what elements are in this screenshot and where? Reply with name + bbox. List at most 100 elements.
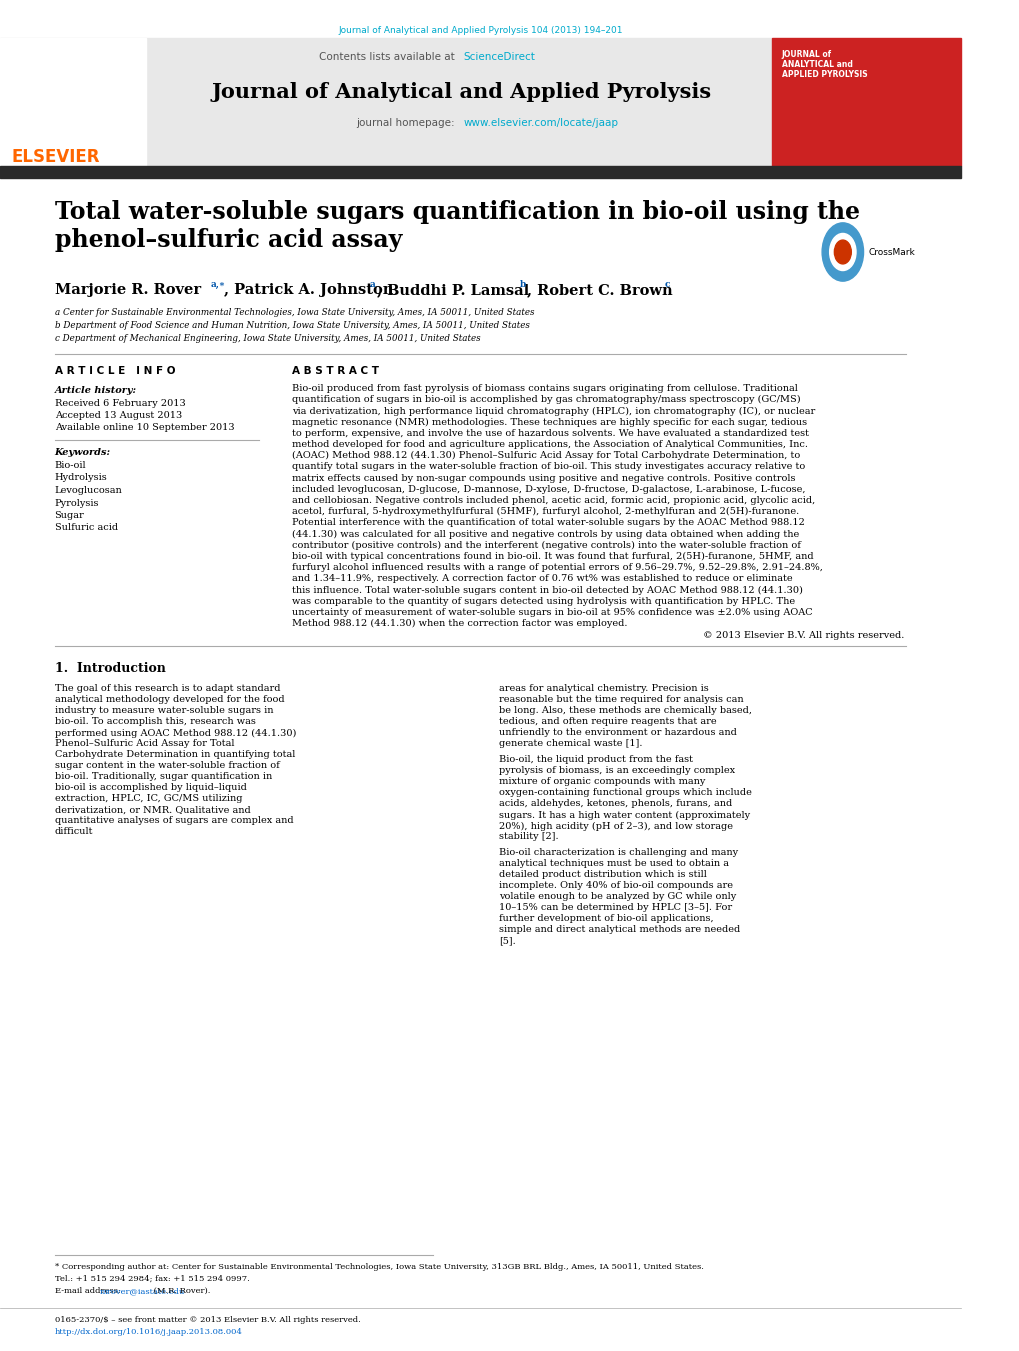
Text: a,∗: a,∗: [211, 280, 226, 289]
Text: http://dx.doi.org/10.1016/j.jaap.2013.08.004: http://dx.doi.org/10.1016/j.jaap.2013.08…: [55, 1328, 243, 1336]
Circle shape: [828, 234, 855, 270]
Text: www.elsevier.com/locate/jaap: www.elsevier.com/locate/jaap: [463, 118, 618, 128]
Circle shape: [821, 223, 863, 281]
Text: mixture of organic compounds with many: mixture of organic compounds with many: [498, 777, 705, 786]
Text: performed using AOAC Method 988.12 (44.1.30): performed using AOAC Method 988.12 (44.1…: [55, 728, 296, 738]
Text: Journal of Analytical and Applied Pyrolysis 104 (2013) 194–201: Journal of Analytical and Applied Pyroly…: [337, 26, 622, 35]
Text: ANALYTICAL and: ANALYTICAL and: [781, 59, 852, 69]
Text: reasonable but the time required for analysis can: reasonable but the time required for ana…: [498, 696, 743, 704]
Text: CrossMark: CrossMark: [867, 249, 914, 257]
Text: mrover@iastate.edu: mrover@iastate.edu: [100, 1288, 185, 1296]
Text: Contents lists available at: Contents lists available at: [319, 51, 461, 62]
Text: , Robert C. Brown: , Robert C. Brown: [527, 282, 673, 297]
Circle shape: [834, 240, 851, 263]
Text: A B S T R A C T: A B S T R A C T: [291, 366, 379, 376]
Text: Bio-oil, the liquid product from the fast: Bio-oil, the liquid product from the fas…: [498, 755, 693, 765]
Text: Journal of Analytical and Applied Pyrolysis: Journal of Analytical and Applied Pyroly…: [211, 82, 711, 101]
Text: difficult: difficult: [55, 827, 93, 836]
Text: b: b: [520, 280, 526, 289]
Text: [5].: [5].: [498, 936, 516, 946]
Text: contributor (positive controls) and the interferent (negative controls) into the: contributor (positive controls) and the …: [291, 540, 800, 550]
Text: pyrolysis of biomass, is an exceedingly complex: pyrolysis of biomass, is an exceedingly …: [498, 766, 735, 775]
Text: (M.R. Rover).: (M.R. Rover).: [151, 1288, 210, 1296]
Text: matrix effects caused by non-sugar compounds using positive and negative control: matrix effects caused by non-sugar compo…: [291, 474, 795, 482]
Bar: [0, 38, 771, 166]
Text: derivatization, or NMR. Qualitative and: derivatization, or NMR. Qualitative and: [55, 805, 250, 815]
Text: acids, aldehydes, ketones, phenols, furans, and: acids, aldehydes, ketones, phenols, fura…: [498, 800, 732, 808]
Text: * Corresponding author at: Center for Sustainable Environmental Technologies, Io: * Corresponding author at: Center for Su…: [55, 1263, 703, 1271]
Text: APPLIED PYROLYSIS: APPLIED PYROLYSIS: [781, 70, 866, 78]
Text: industry to measure water-soluble sugars in: industry to measure water-soluble sugars…: [55, 707, 273, 716]
Bar: [0, 38, 146, 166]
Text: , Buddhi P. Lamsal: , Buddhi P. Lamsal: [376, 282, 529, 297]
Text: Marjorie R. Rover: Marjorie R. Rover: [55, 282, 201, 297]
Text: a Center for Sustainable Environmental Technologies, Iowa State University, Ames: a Center for Sustainable Environmental T…: [55, 308, 534, 317]
Text: b Department of Food Science and Human Nutrition, Iowa State University, Ames, I: b Department of Food Science and Human N…: [55, 322, 529, 330]
Text: (AOAC) Method 988.12 (44.1.30) Phenol–Sulfuric Acid Assay for Total Carbohydrate: (AOAC) Method 988.12 (44.1.30) Phenol–Su…: [291, 451, 799, 461]
Text: tedious, and often require reagents that are: tedious, and often require reagents that…: [498, 717, 716, 727]
Text: Article history:: Article history:: [55, 386, 137, 394]
Text: generate chemical waste [1].: generate chemical waste [1].: [498, 739, 642, 748]
Text: analytical methodology developed for the food: analytical methodology developed for the…: [55, 696, 284, 704]
Text: Bio-oil: Bio-oil: [55, 461, 87, 470]
Text: furfuryl alcohol influenced results with a range of potential errors of 9.56–29.: furfuryl alcohol influenced results with…: [291, 563, 822, 573]
Text: simple and direct analytical methods are needed: simple and direct analytical methods are…: [498, 925, 740, 935]
Text: ELSEVIER: ELSEVIER: [11, 149, 100, 166]
Text: bio-oil. Traditionally, sugar quantification in: bio-oil. Traditionally, sugar quantifica…: [55, 773, 272, 781]
Text: The goal of this research is to adapt standard: The goal of this research is to adapt st…: [55, 685, 280, 693]
Text: detailed product distribution which is still: detailed product distribution which is s…: [498, 870, 706, 880]
Text: this influence. Total water-soluble sugars content in bio-oil detected by AOAC M: this influence. Total water-soluble suga…: [291, 585, 802, 594]
Text: quantification of sugars in bio-oil is accomplished by gas chromatography/mass s: quantification of sugars in bio-oil is a…: [291, 396, 800, 404]
Text: acetol, furfural, 5-hydroxymethylfurfural (5HMF), furfuryl alcohol, 2-methylfura: acetol, furfural, 5-hydroxymethylfurfura…: [291, 507, 799, 516]
Text: Total water-soluble sugars quantification in bio-oil using the
phenol–sulfuric a: Total water-soluble sugars quantificatio…: [55, 200, 859, 251]
Text: bio-oil is accomplished by liquid–liquid: bio-oil is accomplished by liquid–liquid: [55, 784, 247, 793]
Text: Phenol–Sulfuric Acid Assay for Total: Phenol–Sulfuric Acid Assay for Total: [55, 739, 234, 748]
Text: Accepted 13 August 2013: Accepted 13 August 2013: [55, 411, 181, 420]
Text: to perform, expensive, and involve the use of hazardous solvents. We have evalua: to perform, expensive, and involve the u…: [291, 428, 808, 438]
Text: Available online 10 September 2013: Available online 10 September 2013: [55, 423, 234, 432]
Text: and 1.34–11.9%, respectively. A correction factor of 0.76 wt% was established to: and 1.34–11.9%, respectively. A correcti…: [291, 574, 792, 584]
Text: Method 988.12 (44.1.30) when the correction factor was employed.: Method 988.12 (44.1.30) when the correct…: [291, 619, 627, 628]
Text: 0165-2370/$ – see front matter © 2013 Elsevier B.V. All rights reserved.: 0165-2370/$ – see front matter © 2013 El…: [55, 1316, 360, 1324]
Text: ScienceDirect: ScienceDirect: [463, 51, 535, 62]
Text: analytical techniques must be used to obtain a: analytical techniques must be used to ob…: [498, 859, 729, 869]
Text: journal homepage:: journal homepage:: [356, 118, 461, 128]
Text: Keywords:: Keywords:: [55, 449, 111, 457]
Text: quantify total sugars in the water-soluble fraction of bio-oil. This study inves: quantify total sugars in the water-solub…: [291, 462, 804, 471]
Text: sugar content in the water-soluble fraction of: sugar content in the water-soluble fract…: [55, 762, 279, 770]
Text: further development of bio-oil applications,: further development of bio-oil applicati…: [498, 915, 713, 923]
Text: Bio-oil characterization is challenging and many: Bio-oil characterization is challenging …: [498, 848, 738, 858]
Text: via derivatization, high performance liquid chromatography (HPLC), ion chromatog: via derivatization, high performance liq…: [291, 407, 814, 416]
Text: 10–15% can be determined by HPLC [3–5]. For: 10–15% can be determined by HPLC [3–5]. …: [498, 904, 732, 912]
Text: Bio-oil produced from fast pyrolysis of biomass contains sugars originating from: Bio-oil produced from fast pyrolysis of …: [291, 384, 797, 393]
Text: 20%), high acidity (pH of 2–3), and low storage: 20%), high acidity (pH of 2–3), and low …: [498, 821, 733, 831]
Text: sugars. It has a high water content (approximately: sugars. It has a high water content (app…: [498, 811, 750, 820]
Text: unfriendly to the environment or hazardous and: unfriendly to the environment or hazardo…: [498, 728, 737, 738]
Text: Sulfuric acid: Sulfuric acid: [55, 523, 117, 532]
Text: Levoglucosan: Levoglucosan: [55, 486, 122, 494]
Text: bio-oil with typical concentrations found in bio-oil. It was found that furfural: bio-oil with typical concentrations foun…: [291, 553, 813, 561]
Text: be long. Also, these methods are chemically based,: be long. Also, these methods are chemica…: [498, 707, 751, 716]
Text: was comparable to the quantity of sugars detected using hydrolysis with quantifi: was comparable to the quantity of sugars…: [291, 597, 794, 605]
Text: Potential interference with the quantification of total water-soluble sugars by : Potential interference with the quantifi…: [291, 519, 804, 527]
Text: quantitative analyses of sugars are complex and: quantitative analyses of sugars are comp…: [55, 816, 292, 825]
Text: incomplete. Only 40% of bio-oil compounds are: incomplete. Only 40% of bio-oil compound…: [498, 881, 733, 890]
Text: oxygen-containing functional groups which include: oxygen-containing functional groups whic…: [498, 789, 751, 797]
Text: c Department of Mechanical Engineering, Iowa State University, Ames, IA 50011, U: c Department of Mechanical Engineering, …: [55, 334, 480, 343]
Text: stability [2].: stability [2].: [498, 832, 558, 842]
Text: a: a: [369, 280, 375, 289]
Text: areas for analytical chemistry. Precision is: areas for analytical chemistry. Precisio…: [498, 685, 708, 693]
Text: extraction, HPLC, IC, GC/MS utilizing: extraction, HPLC, IC, GC/MS utilizing: [55, 794, 242, 804]
Text: JOURNAL of: JOURNAL of: [781, 50, 830, 59]
Text: and cellobiosan. Negative controls included phenol, acetic acid, formic acid, pr: and cellobiosan. Negative controls inclu…: [291, 496, 814, 505]
Text: Pyrolysis: Pyrolysis: [55, 499, 99, 508]
Text: , Patrick A. Johnston: , Patrick A. Johnston: [224, 282, 393, 297]
Text: 1.  Introduction: 1. Introduction: [55, 662, 165, 676]
Text: uncertainty of measurement of water-soluble sugars in bio-oil at 95% confidence : uncertainty of measurement of water-solu…: [291, 608, 812, 617]
Text: magnetic resonance (NMR) methodologies. These techniques are highly specific for: magnetic resonance (NMR) methodologies. …: [291, 417, 806, 427]
Text: E-mail address:: E-mail address:: [55, 1288, 123, 1296]
Text: volatile enough to be analyzed by GC while only: volatile enough to be analyzed by GC whi…: [498, 893, 736, 901]
Text: method developed for food and agriculture applications, the Association of Analy: method developed for food and agricultur…: [291, 440, 807, 449]
Text: bio-oil. To accomplish this, research was: bio-oil. To accomplish this, research wa…: [55, 717, 255, 727]
Bar: [0, 166, 960, 178]
